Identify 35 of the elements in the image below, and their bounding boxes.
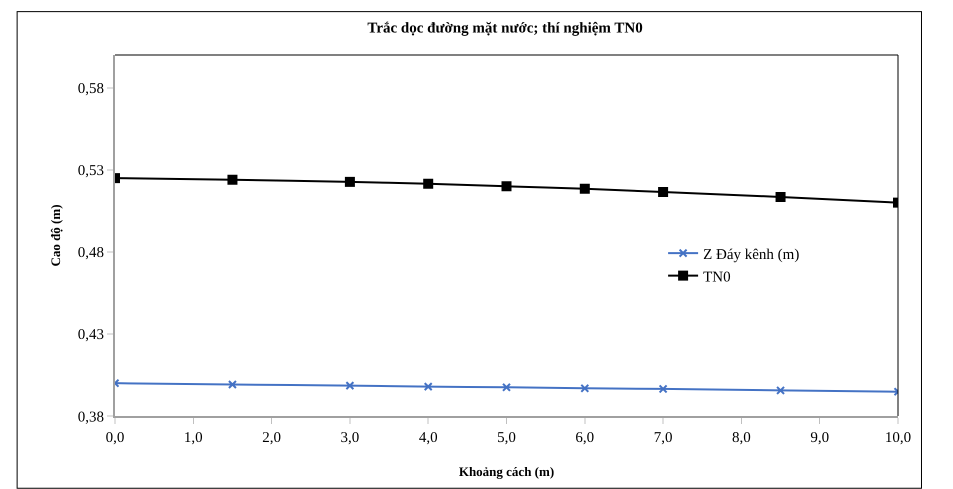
x-tick-label: 6,0 — [575, 430, 594, 446]
point — [344, 176, 355, 187]
y-tick-label: 0,38 — [78, 409, 104, 426]
point — [424, 382, 433, 392]
point — [228, 380, 237, 389]
y-tick-label: 0,48 — [78, 245, 104, 262]
legend-label: Z Đáy kênh (m) — [703, 246, 800, 263]
point — [227, 174, 238, 185]
y-tick-label: 0,58 — [78, 81, 104, 98]
x-tick-label: 1,0 — [184, 430, 203, 446]
x-tick-label: 4,0 — [418, 430, 438, 446]
x-tick-label: 8,0 — [732, 430, 751, 446]
x-tick-label: 0,0 — [106, 430, 124, 446]
point — [658, 384, 668, 394]
point — [658, 187, 668, 198]
x-tick-label: 3,0 — [340, 430, 360, 446]
point — [776, 386, 786, 395]
y-tick-label: 0,43 — [78, 327, 104, 344]
point — [580, 184, 590, 194]
x-tick-label: 9,0 — [810, 430, 830, 446]
x-tick-label: 5,0 — [497, 430, 516, 446]
legend-label: TN0 — [703, 269, 731, 286]
point — [502, 181, 512, 192]
point — [580, 384, 590, 393]
x-axis-title: Khoảng cách (m) — [458, 464, 554, 480]
x-tick-label: 2,0 — [262, 430, 281, 446]
point — [502, 382, 511, 392]
y-tick-label: 0,53 — [78, 163, 104, 180]
x-tick-label: 10,0 — [884, 430, 912, 446]
chart-title: Trắc dọc đường mặt nước; thí nghiệm TN0 — [367, 20, 643, 37]
x-tick-label: 7,0 — [654, 430, 672, 446]
point — [345, 381, 354, 390]
point — [423, 178, 434, 189]
y-axis-title: Cao độ (m) — [48, 204, 64, 267]
point — [776, 192, 786, 202]
